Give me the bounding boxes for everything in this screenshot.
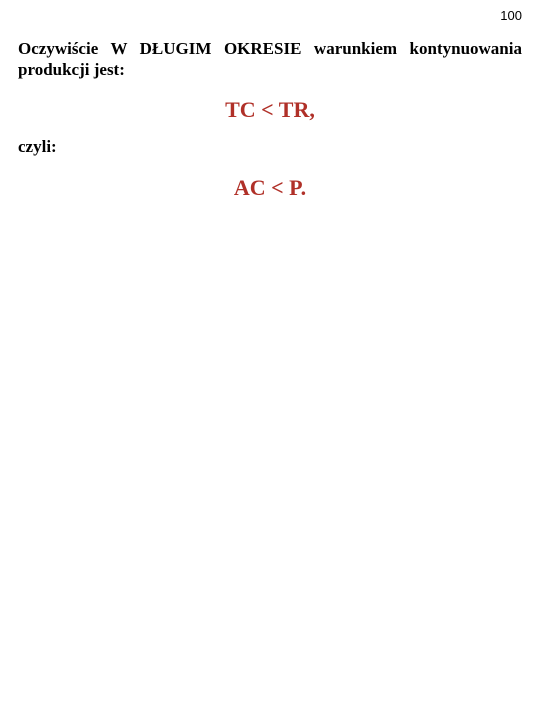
formula-ac-p: AC < P.: [18, 175, 522, 201]
paragraph-intro: Oczywiście W DŁUGIM OKRESIE warunkiem ko…: [18, 38, 522, 81]
formula-tc-tr: TC < TR,: [18, 97, 522, 123]
paragraph-czyli: czyli:: [18, 137, 522, 157]
page-number: 100: [500, 8, 522, 23]
